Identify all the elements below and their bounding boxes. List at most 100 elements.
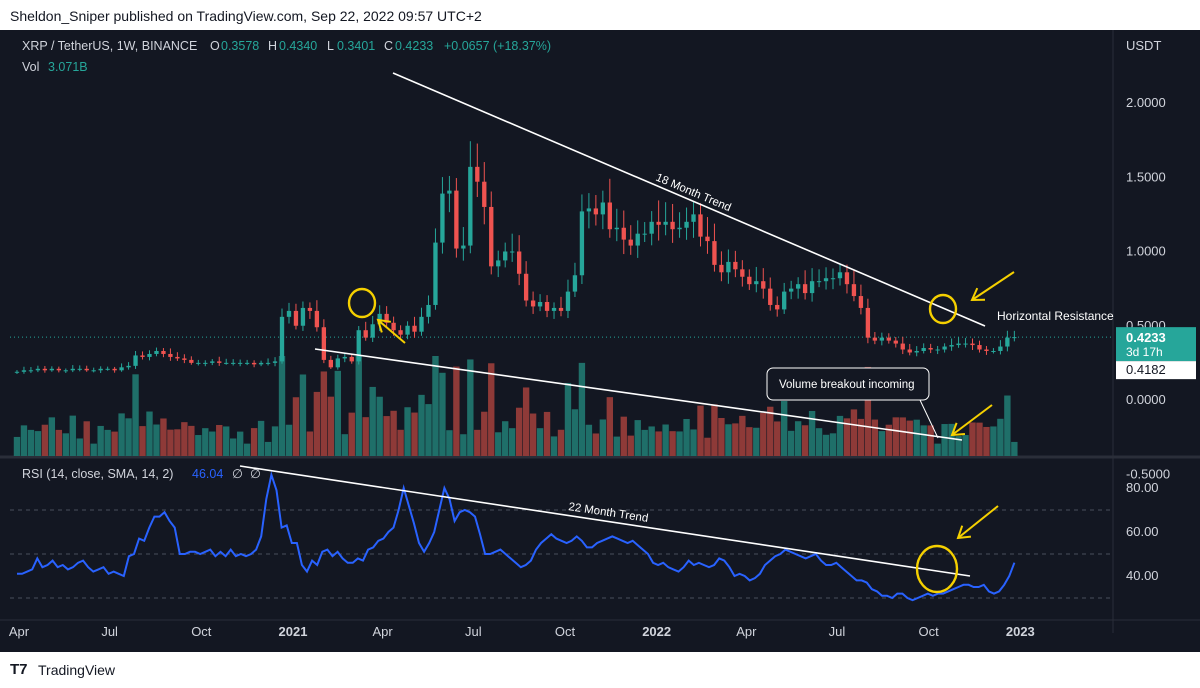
candle-body [614, 227, 619, 230]
volume-bar [529, 413, 537, 456]
candle-body [649, 221, 654, 234]
candle-body [133, 355, 138, 366]
candle-body [977, 345, 982, 350]
symbol-title[interactable]: XRP / TetherUS, 1W, BINANCE [22, 39, 197, 53]
time-tick-label: 2022 [642, 624, 671, 639]
candle-body [49, 368, 55, 371]
rsi-line [17, 470, 1016, 602]
volume-bar [683, 418, 690, 456]
volume-bar [195, 435, 202, 456]
rsi-tick-label: 80.00 [1126, 480, 1159, 495]
volume-bar [432, 356, 439, 456]
volume-bar [118, 413, 125, 456]
price-tick-label: 1.5000 [1126, 169, 1166, 184]
volume-bar [425, 404, 432, 456]
candle-body [391, 322, 396, 331]
candle-body [677, 227, 682, 230]
volume-label[interactable]: Vol [22, 60, 39, 74]
candle-body [363, 330, 368, 338]
volume-bar [962, 435, 969, 456]
volume-bar [188, 425, 195, 456]
candle-body [384, 313, 389, 323]
volume-bar [997, 418, 1004, 456]
axes: USDT2.00001.50001.00000.50000.0000-0.500… [9, 38, 1196, 639]
candle-body [231, 362, 236, 364]
volume-bar [885, 424, 892, 456]
pointer-arrow-head [956, 525, 972, 540]
volume-bar [90, 443, 97, 456]
highlight-circle [928, 293, 958, 325]
candle-body [921, 348, 926, 351]
volume-bar [878, 431, 886, 456]
candle-body [830, 278, 836, 280]
volume-bar [369, 386, 376, 456]
volume-bar [648, 426, 655, 456]
volume-bar [585, 424, 593, 456]
volume-bar [13, 436, 21, 456]
candle-body [454, 190, 459, 249]
volume-bar [397, 429, 404, 456]
volume-bar [641, 429, 648, 456]
volume-bar [718, 417, 725, 456]
grid-layer [0, 30, 1200, 633]
volume-bar [808, 410, 816, 456]
volume-bar [822, 434, 830, 456]
candle-body [14, 371, 20, 373]
volume-bar [313, 391, 321, 456]
volume-bar [69, 415, 76, 456]
volume-bar [299, 374, 307, 456]
volume-bar [739, 415, 746, 456]
candle-body [837, 272, 843, 279]
volume-bar [843, 418, 851, 456]
volume-bar [132, 374, 139, 456]
chart-panel[interactable]: USDT 2.0000 1.5000 1.0000 0.5000 0.0000 -0.500… [0, 30, 1200, 652]
time-tick-label: Apr [736, 624, 757, 639]
volume-bar [746, 427, 753, 456]
horizontal-level-label: 0.4182 [1126, 362, 1166, 377]
candle-body [949, 345, 954, 347]
ohlc-high-value: 0.4340 [279, 39, 317, 53]
volume-bar [376, 396, 383, 456]
volume-bar [634, 420, 641, 456]
volume-bar [871, 419, 879, 456]
volume-bar [348, 412, 355, 456]
rsi-tick-label: 60.00 [1126, 524, 1159, 539]
volume-bar [139, 426, 146, 456]
candle-body [607, 202, 612, 230]
candle-body [182, 358, 187, 360]
volume-bar [48, 417, 56, 456]
volume-bar [488, 363, 495, 456]
pointer-arrow [951, 404, 993, 436]
volume-bar [250, 428, 258, 456]
volume-bar [787, 430, 795, 456]
candle-body [105, 368, 110, 370]
candle-body [112, 368, 117, 371]
candle-body [628, 239, 633, 246]
candle-body [510, 251, 515, 253]
time-tick-label: Oct [555, 624, 576, 639]
time-tick-label: Apr [9, 624, 30, 639]
candle-body [900, 343, 905, 350]
brand-name[interactable]: TradingView [38, 662, 116, 678]
candle-body [635, 233, 640, 246]
volume-bar [243, 443, 251, 456]
candle-body [761, 281, 766, 289]
chart-canvas[interactable]: USDT2.00001.50001.00000.50000.0000-0.500… [0, 30, 1200, 652]
time-tick-label: Apr [373, 624, 394, 639]
tradingview-logo-icon[interactable]: T7 [10, 661, 28, 678]
candle-body [426, 304, 431, 317]
volume-bar [125, 418, 132, 456]
candle-body [1005, 337, 1010, 347]
rsi-title[interactable]: RSI (14, close, SMA, 14, 2) [22, 467, 173, 481]
candle-body [768, 288, 773, 305]
price-tick-label: 0.0000 [1126, 392, 1166, 407]
volume-bar [543, 411, 551, 456]
volume-bar [613, 436, 620, 456]
candle-body [496, 260, 501, 267]
volume-bar [153, 424, 160, 456]
ohlc-change-value: +0.0657 (+18.37%) [444, 39, 551, 53]
volume-bar [578, 362, 586, 456]
candle-body [663, 221, 668, 225]
last-price-label: 0.4233 [1126, 330, 1166, 345]
volume-value: 3.071B [48, 60, 88, 74]
